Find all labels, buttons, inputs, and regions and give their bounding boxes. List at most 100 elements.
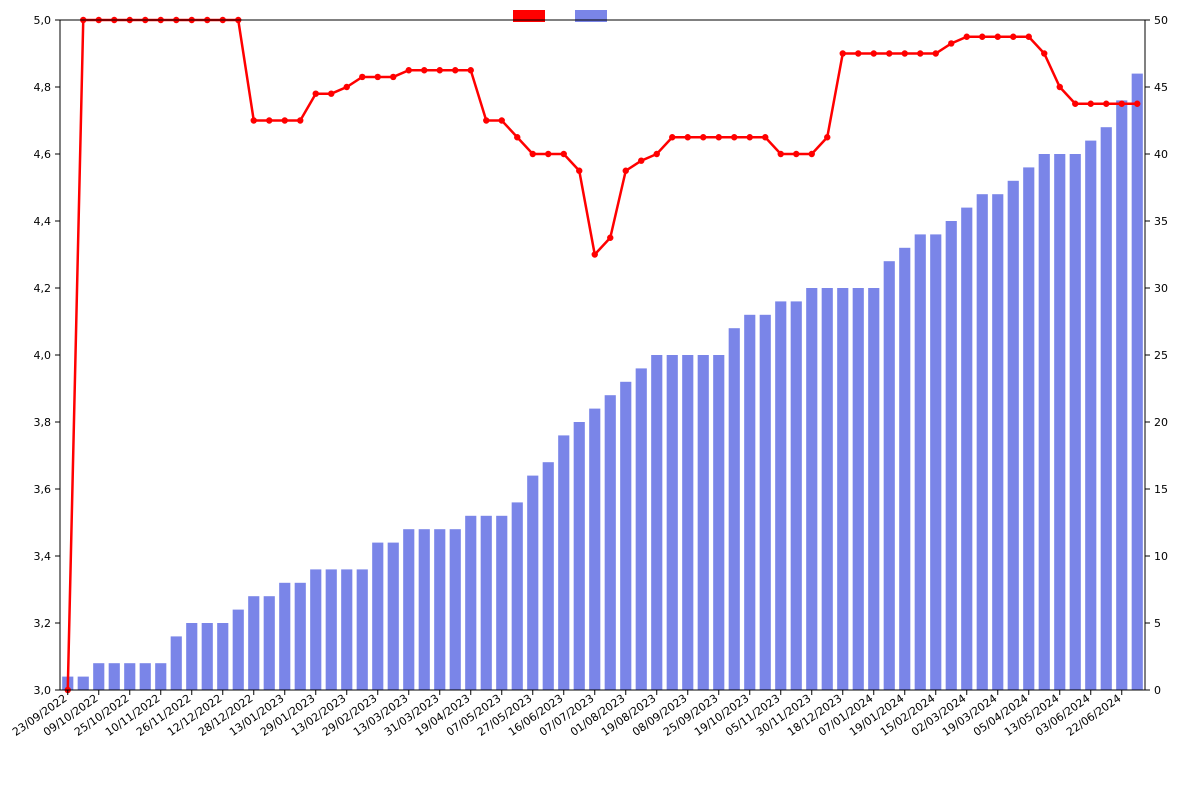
bar [884,261,895,690]
trend-marker [840,50,846,56]
bar [543,462,554,690]
trend-marker [251,117,257,123]
trend-marker [406,67,412,73]
bar [1132,74,1143,690]
bar [822,288,833,690]
trend-marker [468,67,474,73]
trend-marker [1026,34,1032,40]
bar [1008,181,1019,690]
y-right-tick-label: 10 [1154,550,1168,563]
trend-marker [685,134,691,140]
bar [155,663,166,690]
y-left-tick-label: 4,6 [34,148,52,161]
trend-marker [437,67,443,73]
bar [512,502,523,690]
trend-marker [313,91,319,97]
trend-marker [499,117,505,123]
trend-marker [855,50,861,56]
y-right-tick-label: 35 [1154,215,1168,228]
bar [698,355,709,690]
y-right-tick-label: 45 [1154,81,1168,94]
y-left-tick-label: 4,0 [34,349,52,362]
trend-marker [592,251,598,257]
y-right-tick-label: 15 [1154,483,1168,496]
trend-marker [995,34,1001,40]
bar [605,395,616,690]
bar [930,234,941,690]
bar [558,435,569,690]
bar [574,422,585,690]
trend-marker [902,50,908,56]
y-left-tick-label: 4,4 [34,215,52,228]
bar [465,516,476,690]
trend-marker [793,151,799,157]
trend-marker [824,134,830,140]
trend-marker [964,34,970,40]
bar [124,663,135,690]
bar [651,355,662,690]
trend-marker [452,67,458,73]
bar [806,288,817,690]
y-left-tick-label: 3,4 [34,550,52,563]
bar [357,569,368,690]
trend-marker [359,74,365,80]
bar [248,596,259,690]
trend-marker [731,134,737,140]
bar [1039,154,1050,690]
trend-marker [1041,50,1047,56]
trend-marker [421,67,427,73]
trend-marker [948,40,954,46]
trend-marker [483,117,489,123]
bar [791,301,802,690]
trend-marker [933,50,939,56]
trend-marker [809,151,815,157]
trend-marker [282,117,288,123]
trend-marker [1119,101,1125,107]
y-right-tick-label: 30 [1154,282,1168,295]
trend-marker [1057,84,1063,90]
trend-marker [747,134,753,140]
trend-marker [654,151,660,157]
trend-marker [561,151,567,157]
bar [233,610,244,690]
bar [1101,127,1112,690]
bar [868,288,879,690]
trend-marker [375,74,381,80]
bar [713,355,724,690]
bar [961,208,972,690]
trend-marker [716,134,722,140]
trend-marker [545,151,551,157]
bar [837,288,848,690]
bar [450,529,461,690]
trend-marker [1134,101,1140,107]
trend-marker [778,151,784,157]
bar [186,623,197,690]
y-right-tick-label: 0 [1154,684,1161,697]
bar [419,529,430,690]
bar [1054,154,1065,690]
bar [372,543,383,690]
bar [78,677,89,690]
y-left-tick-label: 3,6 [34,483,52,496]
trend-marker [638,158,644,164]
y-left-tick-label: 3,2 [34,617,52,630]
bar [388,543,399,690]
trend-marker [344,84,350,90]
trend-marker [979,34,985,40]
trend-marker [871,50,877,56]
trend-marker [886,50,892,56]
bar [636,368,647,690]
bar [992,194,1003,690]
y-right-tick-label: 20 [1154,416,1168,429]
bar [589,409,600,690]
trend-marker [530,151,536,157]
bar [264,596,275,690]
trend-marker [1103,101,1109,107]
trend-marker [266,117,272,123]
trend-marker [390,74,396,80]
bar [1116,100,1127,690]
bar [899,248,910,690]
y-left-tick-label: 4,2 [34,282,52,295]
trend-marker [514,134,520,140]
bar [434,529,445,690]
